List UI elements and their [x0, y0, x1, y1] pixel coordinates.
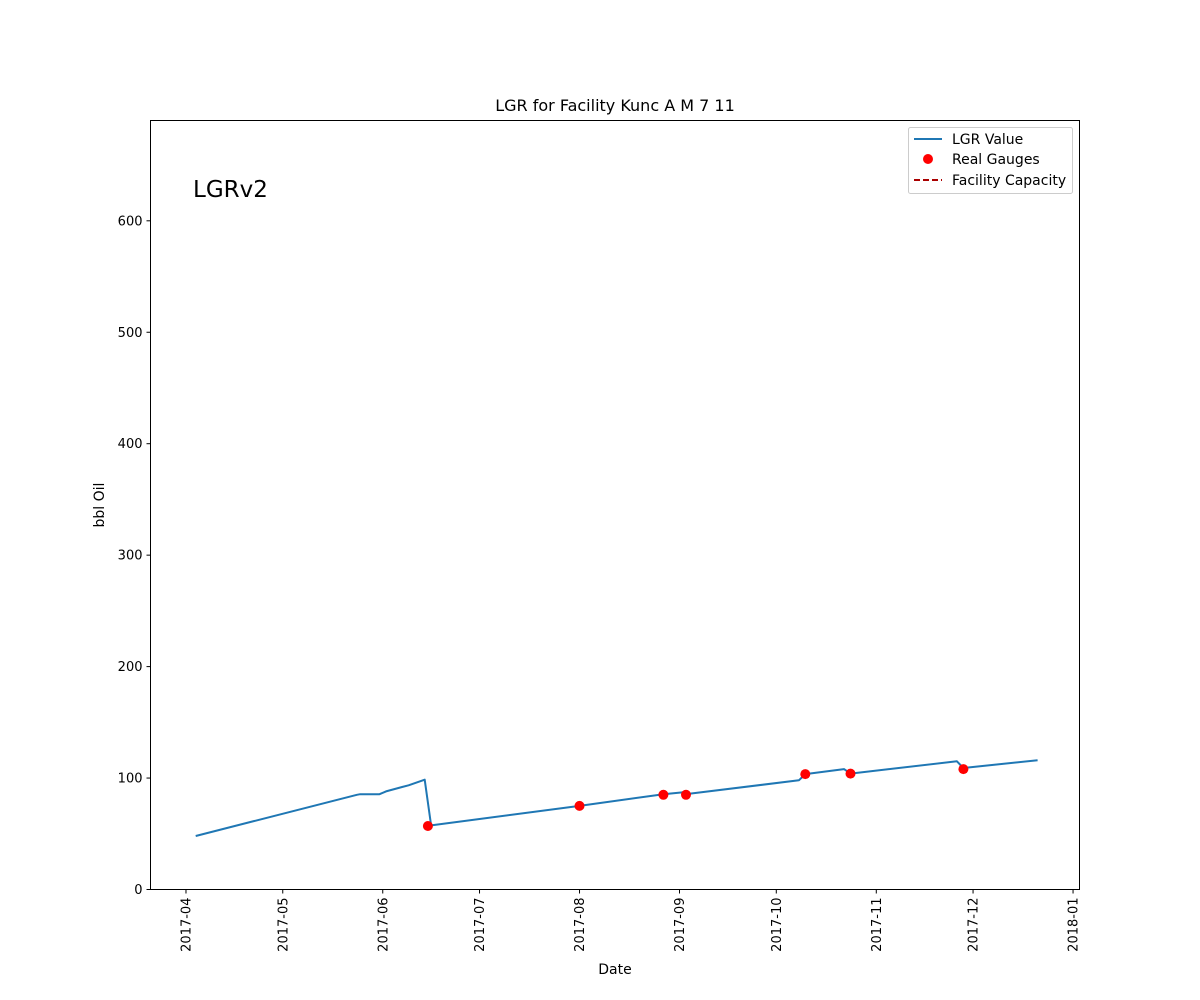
y-tick-label: 0: [134, 883, 142, 898]
x-tick-label: 2017-05: [276, 898, 291, 952]
x-tick-label: 2018-01: [1067, 898, 1082, 952]
plot-series: [195, 759, 1038, 837]
y-axis-label: bbl Oil: [92, 483, 108, 528]
gauge-point: [958, 764, 969, 775]
y-tick-label: 500: [118, 326, 143, 341]
x-tick-label: 2017-10: [770, 898, 785, 952]
legend-label-lgr-value: LGR Value: [952, 132, 1023, 148]
gauge-point: [681, 789, 691, 800]
gauge-point: [574, 800, 585, 811]
x-tick-label: 2017-11: [870, 898, 885, 952]
gauge-point: [800, 769, 811, 780]
legend-label-real-gauges: Real Gauges: [952, 152, 1040, 168]
y-tick-label: 100: [118, 772, 143, 787]
x-tick-label: 2017-06: [376, 898, 391, 952]
y-tick-label: 300: [118, 549, 143, 564]
plot-frame: [150, 120, 1080, 890]
x-tick-label: 2017-07: [473, 898, 488, 952]
gauge-point: [658, 789, 669, 800]
version-annotation: LGRv2: [193, 177, 268, 203]
x-axis: 2017-04 2017-05 2017-06 2017-07 2017-08 2017-…: [179, 889, 1082, 952]
x-tick-label: 2017-09: [673, 898, 688, 952]
x-tick-label: 2017-08: [573, 898, 588, 952]
legend-box: [908, 127, 1073, 194]
y-axis: 0 100 200 300 400 500 600: [118, 214, 151, 898]
legend-marker-real-gauges: [923, 154, 933, 164]
legend-label-facility-capacity: Facility Capacity: [952, 173, 1066, 189]
gauge-point: [422, 821, 433, 831]
legend: LGR Value Real Gauges Facility Capacity: [908, 127, 1073, 194]
chart-title: LGR for Facility Kunc A M 7 11: [495, 96, 735, 115]
x-tick-label: 2017-04: [179, 898, 194, 952]
x-axis-label: Date: [598, 962, 631, 978]
gauge-point: [845, 768, 856, 779]
y-tick-label: 200: [118, 660, 143, 675]
x-tick-label: 2017-12: [967, 897, 982, 951]
y-tick-label: 400: [118, 437, 143, 452]
y-tick-label: 600: [118, 214, 143, 229]
